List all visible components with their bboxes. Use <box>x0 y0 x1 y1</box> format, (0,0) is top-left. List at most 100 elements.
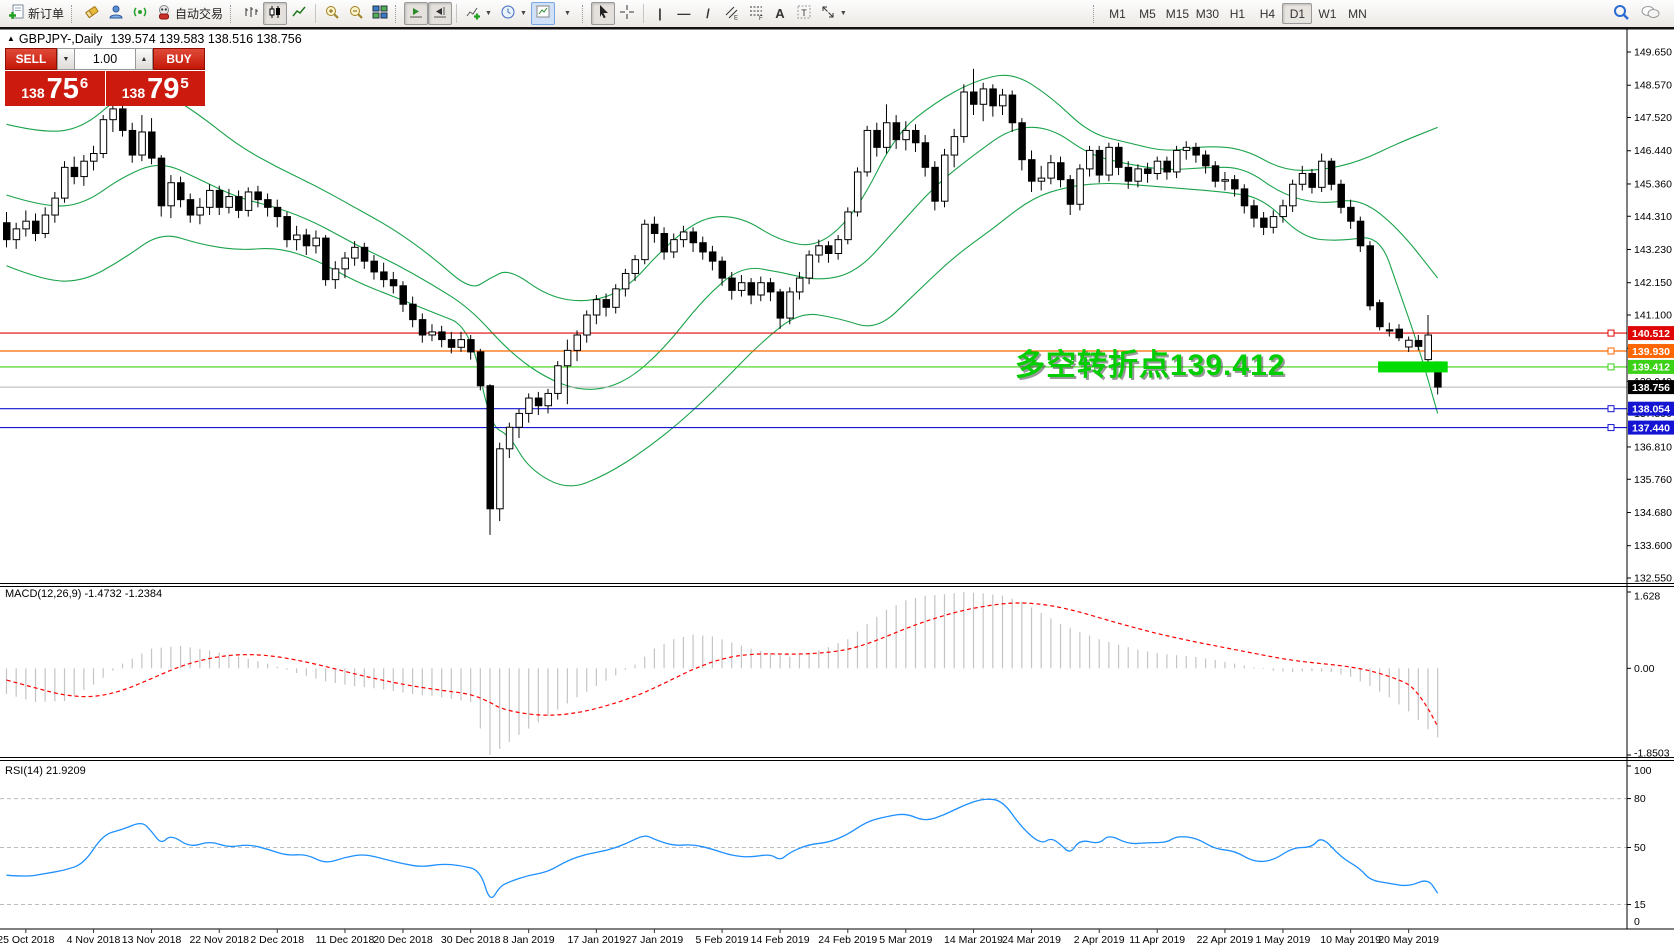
tab-m30[interactable]: M30 <box>1195 6 1220 21</box>
time-axis[interactable] <box>0 929 1627 949</box>
auto-trading-icon <box>156 4 172 23</box>
svg-text:147.520: 147.520 <box>1634 112 1672 124</box>
macd-layer: 1.628 0.00 -1.8503 <box>5 591 1670 760</box>
new-order-button[interactable]: 新订单 <box>4 2 68 25</box>
svg-text:132.550: 132.550 <box>1634 572 1672 584</box>
rsi-pane-separator[interactable] <box>0 754 1627 763</box>
candlestick-chart-button[interactable] <box>263 2 288 25</box>
zoom-out-icon <box>348 4 364 23</box>
tab-mn[interactable]: MN <box>1348 6 1367 21</box>
volume-increase-button[interactable]: ▲ <box>135 48 153 70</box>
text-tool-button[interactable]: A <box>768 2 792 25</box>
chart-shift-button[interactable] <box>428 2 453 25</box>
candlestick-chart-icon <box>267 4 283 23</box>
chart-title-row: ▲ GBPJPY-,Daily 139.574 139.583 138.516 13… <box>7 32 302 46</box>
chevron-down-icon: ▼ <box>519 10 527 17</box>
add-indicator-button[interactable]: ▼ <box>461 2 496 25</box>
svg-text:24 Mar 2019: 24 Mar 2019 <box>1002 934 1061 946</box>
sell-price[interactable]: 138 75 6 <box>5 71 105 106</box>
templates-dropdown[interactable]: ▼ <box>555 2 579 25</box>
cursor-icon <box>595 4 611 23</box>
templates-button[interactable] <box>530 2 555 25</box>
trend-line-icon: / <box>706 6 710 21</box>
arrows-tool-button[interactable]: ▼ <box>816 2 851 25</box>
templates-icon <box>535 4 551 23</box>
trend-line-tool-button[interactable]: / <box>696 2 720 25</box>
chevron-down-icon: ▼ <box>485 10 492 17</box>
svg-text:0.00: 0.00 <box>1634 663 1655 675</box>
buy-price-figure: 138 <box>121 85 146 101</box>
periods-button[interactable]: ▼ <box>496 2 531 25</box>
horizontal-line-tool-button[interactable]: — <box>672 2 696 25</box>
candles-layer <box>3 68 1442 535</box>
toolbar-grip <box>71 4 75 23</box>
buy-price[interactable]: 138 79 5 <box>105 71 205 106</box>
profile-button[interactable] <box>104 2 128 25</box>
ohlc-values: 139.574 139.583 138.516 138.756 <box>110 32 302 46</box>
svg-text:1.628: 1.628 <box>1634 591 1660 603</box>
pivot-annotation-text[interactable]: 多空转折点139.412 <box>1015 349 1286 382</box>
svg-text:2 Dec 2018: 2 Dec 2018 <box>250 934 304 946</box>
svg-text:5 Mar 2019: 5 Mar 2019 <box>879 934 932 946</box>
tab-h4[interactable]: H4 <box>1259 6 1276 21</box>
svg-text:20 Dec 2018: 20 Dec 2018 <box>373 934 433 946</box>
svg-text:134.680: 134.680 <box>1634 507 1672 519</box>
svg-text:27 Jan 2019: 27 Jan 2019 <box>625 934 683 946</box>
tab-d1[interactable]: D1 <box>1282 3 1313 24</box>
one-click-collapse-arrow[interactable]: ▲ <box>7 34 15 43</box>
fibonacci-tool-button[interactable]: F <box>744 2 768 25</box>
sell-price-point: 6 <box>79 75 89 92</box>
tab-w1[interactable]: W1 <box>1318 6 1337 21</box>
tab-m15[interactable]: M15 <box>1165 6 1190 21</box>
tab-h1[interactable]: H1 <box>1229 6 1246 21</box>
macd-indicator-label: MACD(12,26,9) -1.4732 -1.2384 <box>5 588 162 600</box>
rsi-indicator-label: RSI(14) 21.9209 <box>5 765 86 777</box>
svg-text:22 Apr 2019: 22 Apr 2019 <box>1197 934 1254 946</box>
svg-text:17 Jan 2019: 17 Jan 2019 <box>567 934 625 946</box>
hline-138.054[interactable] <box>0 405 1627 413</box>
vertical-line-tool-button[interactable]: | <box>648 2 672 25</box>
pane-borders <box>0 27 1674 930</box>
crosshair-tool-button[interactable] <box>615 2 639 25</box>
cursor-tool-button[interactable] <box>590 2 615 25</box>
hline-137.440[interactable] <box>0 424 1627 432</box>
eraser-button[interactable] <box>80 2 104 25</box>
symbol-period-title: GBPJPY-,Daily <box>18 32 103 46</box>
volume-decrease-button[interactable]: ▼ <box>57 48 75 70</box>
hline-139.412[interactable] <box>0 363 1627 371</box>
hline-139.930[interactable] <box>0 347 1627 355</box>
tile-windows-button[interactable] <box>368 2 392 25</box>
svg-text:0: 0 <box>1634 916 1640 928</box>
zoom-in-icon <box>324 4 340 23</box>
signal-button[interactable] <box>128 2 152 25</box>
text-label-tool-button[interactable]: T <box>792 2 816 25</box>
volume-input[interactable] <box>75 48 135 70</box>
arrows-icon <box>820 4 836 23</box>
svg-text:80: 80 <box>1634 793 1646 805</box>
macd-pane-separator[interactable] <box>0 580 1627 589</box>
hline-140.512[interactable] <box>0 329 1627 337</box>
chat-icon[interactable] <box>1640 4 1660 23</box>
line-chart-button[interactable] <box>287 2 311 25</box>
pivot-trendline-bar[interactable] <box>1378 361 1448 373</box>
svg-text:100: 100 <box>1634 765 1652 777</box>
auto-scroll-button[interactable] <box>404 2 429 25</box>
price-axis[interactable] <box>1627 30 1674 929</box>
equidistant-channel-tool-button[interactable]: E <box>720 2 744 25</box>
rsi-layer: 100 80 50 15 0 <box>0 765 1652 930</box>
toolbar-grip <box>1093 4 1097 23</box>
one-click-trading-panel: SELL ▼ ▲ BUY 138 75 6 138 79 5 <box>5 48 205 106</box>
buy-button[interactable]: BUY <box>153 48 205 70</box>
bar-chart-button[interactable] <box>239 2 263 25</box>
tab-m5[interactable]: M5 <box>1139 6 1156 21</box>
search-icon[interactable] <box>1612 3 1630 24</box>
zoom-in-button[interactable] <box>320 2 344 25</box>
zoom-out-button[interactable] <box>344 2 368 25</box>
bar-chart-icon <box>243 4 259 23</box>
tab-m1[interactable]: M1 <box>1109 6 1126 21</box>
svg-text:14 Mar 2019: 14 Mar 2019 <box>944 934 1003 946</box>
auto-trading-button[interactable]: 自动交易 <box>152 2 227 25</box>
sell-button[interactable]: SELL <box>5 48 57 70</box>
eraser-icon <box>84 4 100 23</box>
